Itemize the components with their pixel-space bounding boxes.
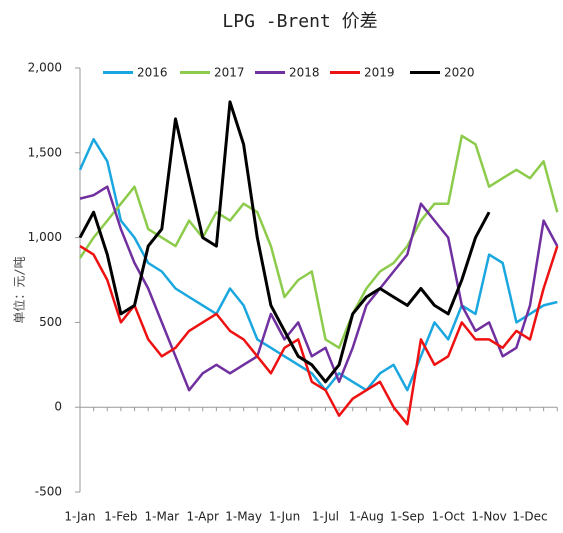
x-tick-label: 1-Jul <box>312 510 339 524</box>
x-tick-label: 1-Jan <box>64 510 95 524</box>
x-tick-label: 1-Jun <box>269 510 300 524</box>
x-tick-label: 1-Mar <box>145 510 180 524</box>
chart-title: LPG -Brent 价差 <box>222 11 377 32</box>
x-tick-label: 1-Oct <box>432 510 465 524</box>
x-tick-label: 1-Aug <box>349 510 384 524</box>
x-tick-label: 1-Nov <box>471 510 506 524</box>
series-line <box>78 137 558 392</box>
y-tick-label: 0 <box>54 400 62 414</box>
legend-label: 2019 <box>364 66 395 80</box>
legend-label: 2018 <box>289 66 320 80</box>
legend-swatch <box>330 71 360 74</box>
legend-label: 2020 <box>444 66 475 80</box>
series-line <box>79 245 559 426</box>
series-line <box>79 185 559 392</box>
y-tick-label: 1,000 <box>28 230 62 244</box>
y-tick-label: -500 <box>35 485 62 499</box>
series-line <box>78 134 559 350</box>
x-tick-label: 1-Feb <box>104 510 137 524</box>
legend-swatch <box>255 71 285 74</box>
x-tick-label: 1-Dec <box>512 510 547 524</box>
y-tick-label: 1,500 <box>28 145 62 159</box>
legend-swatch <box>180 71 210 74</box>
legend-swatch <box>103 71 133 74</box>
y-axis-label: 单位：元/吨 <box>12 256 27 323</box>
x-tick-label: 1-Apr <box>186 510 219 524</box>
legend-label: 2016 <box>137 66 168 80</box>
y-tick-label: 500 <box>39 315 62 329</box>
legend-label: 2017 <box>214 66 245 80</box>
y-tick-label: 2,000 <box>28 61 62 75</box>
x-tick-label: 1-May <box>225 510 262 524</box>
series-line <box>78 100 491 384</box>
legend-swatch <box>410 71 440 74</box>
x-tick-label: 1-Sep <box>390 510 425 524</box>
